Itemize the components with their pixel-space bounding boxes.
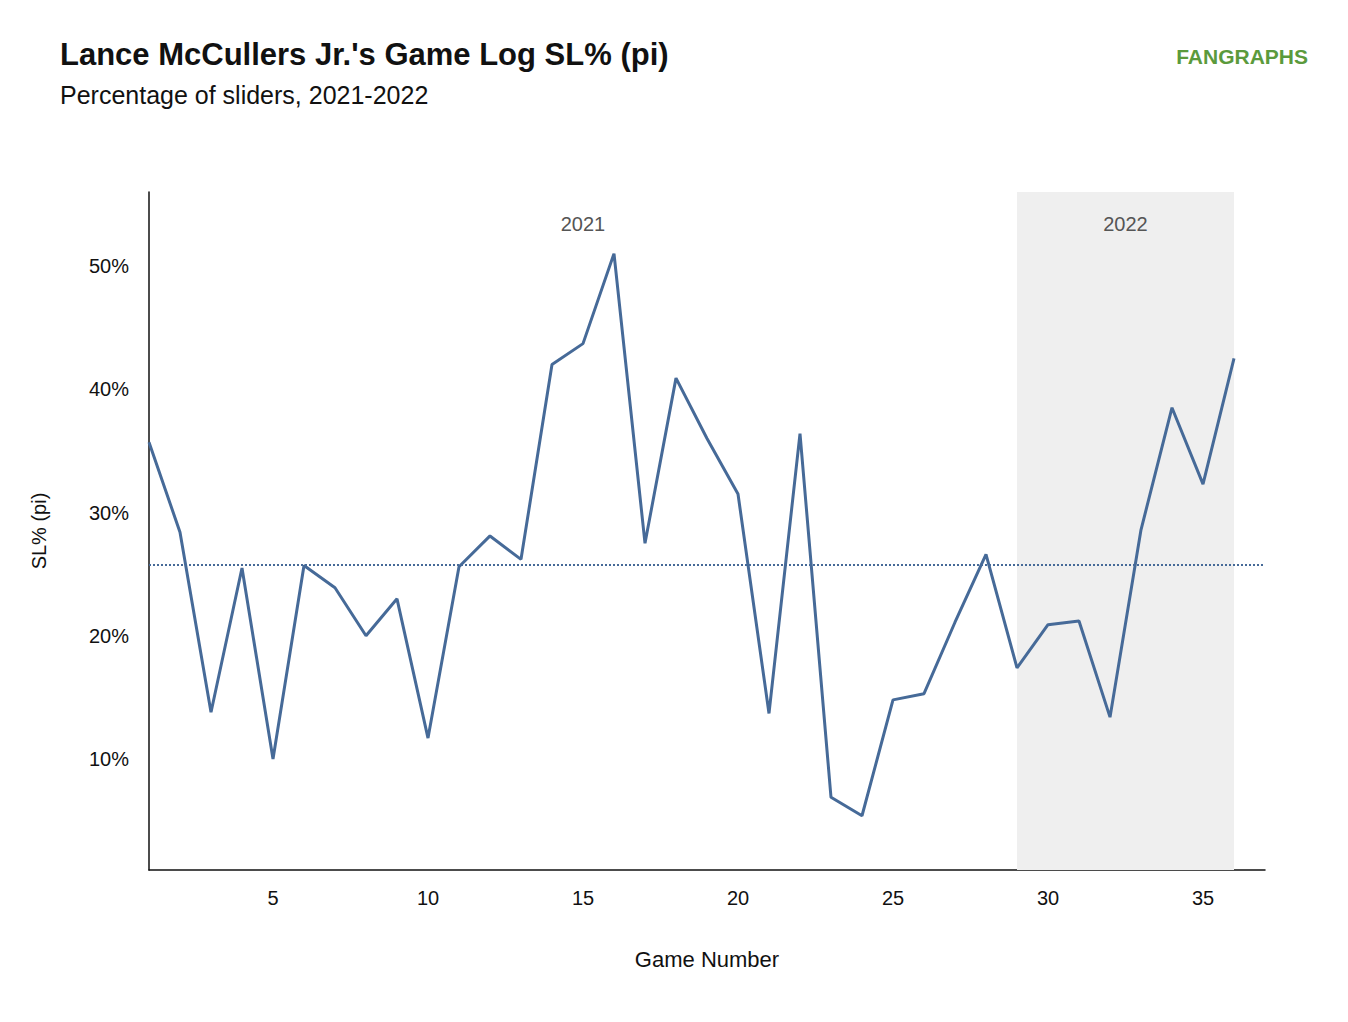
- svg-text:2021: 2021: [561, 213, 606, 235]
- svg-text:35: 35: [1192, 887, 1214, 909]
- svg-text:5: 5: [267, 887, 278, 909]
- svg-text:30: 30: [1037, 887, 1059, 909]
- svg-text:10: 10: [417, 887, 439, 909]
- svg-text:10%: 10%: [89, 748, 129, 770]
- svg-text:FANGRAPHS: FANGRAPHS: [1176, 45, 1308, 68]
- svg-text:Lance McCullers Jr.'s Game Log: Lance McCullers Jr.'s Game Log SL% (pi): [60, 37, 669, 72]
- svg-text:20%: 20%: [89, 625, 129, 647]
- svg-text:Percentage of sliders, 2021-20: Percentage of sliders, 2021-2022: [60, 81, 428, 109]
- svg-text:25: 25: [882, 887, 904, 909]
- svg-text:40%: 40%: [89, 378, 129, 400]
- svg-text:20: 20: [727, 887, 749, 909]
- svg-text:Game Number: Game Number: [635, 947, 779, 972]
- svg-text:15: 15: [572, 887, 594, 909]
- svg-text:2022: 2022: [1103, 213, 1148, 235]
- svg-text:30%: 30%: [89, 502, 129, 524]
- svg-text:SL% (pi): SL% (pi): [28, 493, 50, 570]
- svg-text:50%: 50%: [89, 255, 129, 277]
